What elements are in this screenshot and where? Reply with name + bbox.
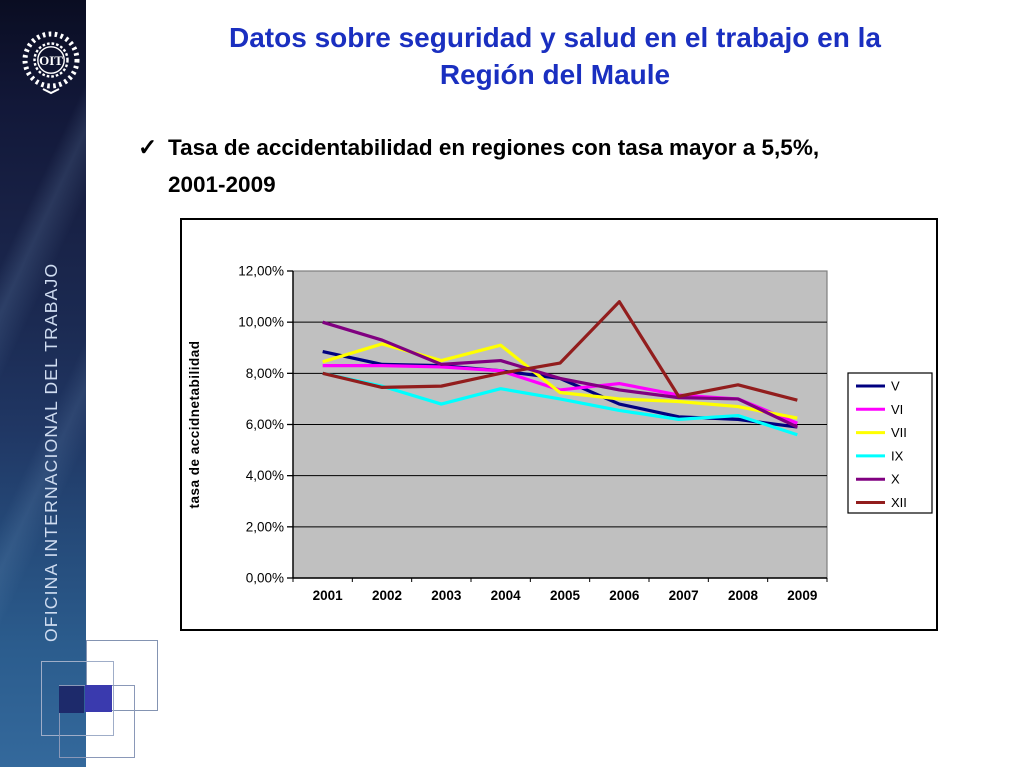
y-tick-label: 10,00%: [238, 315, 284, 330]
decoration-square-solid-dark: [59, 686, 84, 713]
x-tick-label: 2008: [728, 588, 759, 603]
page-title-line2: Región del Maule: [439, 59, 671, 90]
page-title: Datos sobre seguridad y salud en el trab…: [86, 19, 1024, 93]
legend-label-X: X: [891, 472, 900, 487]
x-tick-label: 2001: [313, 588, 344, 603]
legend-label-V: V: [891, 379, 900, 394]
y-tick-label: 2,00%: [246, 519, 284, 534]
decoration-square-outline-1: [86, 640, 158, 711]
sidebar: [0, 0, 86, 767]
x-tick-label: 2002: [372, 588, 402, 603]
legend-label-IX: IX: [891, 448, 904, 463]
bullet-text-line1: Tasa de accidentabilidad en regiones con…: [168, 135, 820, 160]
y-tick-label: 12,00%: [238, 264, 284, 279]
chart-container: 0,00% 2,00% 4,00% 6,00% 8,00% 10,00% 12,00% 200…: [180, 218, 938, 631]
legend-label-VI: VI: [891, 402, 903, 417]
x-tick-label: 2005: [550, 588, 581, 603]
x-tick-label: 2009: [787, 588, 817, 603]
x-tick-label: 2006: [609, 588, 640, 603]
bullet-text: Tasa de accidentabilidad en regiones con…: [168, 129, 819, 203]
legend-box: [847, 372, 933, 514]
x-tick-label: 2003: [431, 588, 462, 603]
y-axis-title: tasa de accidnetabilidad: [187, 340, 202, 508]
chart-svg: 0,00% 2,00% 4,00% 6,00% 8,00% 10,00% 12,00% 200…: [187, 264, 933, 603]
oit-logo-text: OIT: [39, 53, 63, 68]
legend-label-VII: VII: [891, 425, 907, 440]
y-tick-label: 8,00%: [246, 366, 284, 381]
checkmark-icon: ✓: [138, 134, 158, 160]
legend-label-XII: XII: [891, 495, 907, 510]
y-tick-label: 0,00%: [246, 571, 284, 586]
y-tick-label: 4,00%: [246, 468, 284, 483]
series-line-XII: [322, 300, 798, 402]
x-tick-label: 2007: [669, 588, 699, 603]
oit-logo-icon: OIT: [22, 31, 80, 95]
page-title-line1: Datos sobre seguridad y salud en el trab…: [229, 22, 881, 53]
y-tick-label: 6,00%: [246, 417, 284, 432]
x-tick-label: 2004: [491, 588, 522, 603]
sidebar-vertical-text: OFICINA INTERNACIONAL DEL TRABAJO: [41, 262, 61, 642]
bullet-text-line2: 2001-2009: [168, 172, 276, 197]
decoration-square-outline-2: [41, 661, 114, 736]
bullet-item: ✓ Tasa de accidentabilidad en regiones c…: [138, 129, 938, 203]
series-line-IX: [322, 371, 798, 437]
decoration-square-solid-blue: [85, 685, 112, 712]
series-line-X: [322, 320, 799, 429]
